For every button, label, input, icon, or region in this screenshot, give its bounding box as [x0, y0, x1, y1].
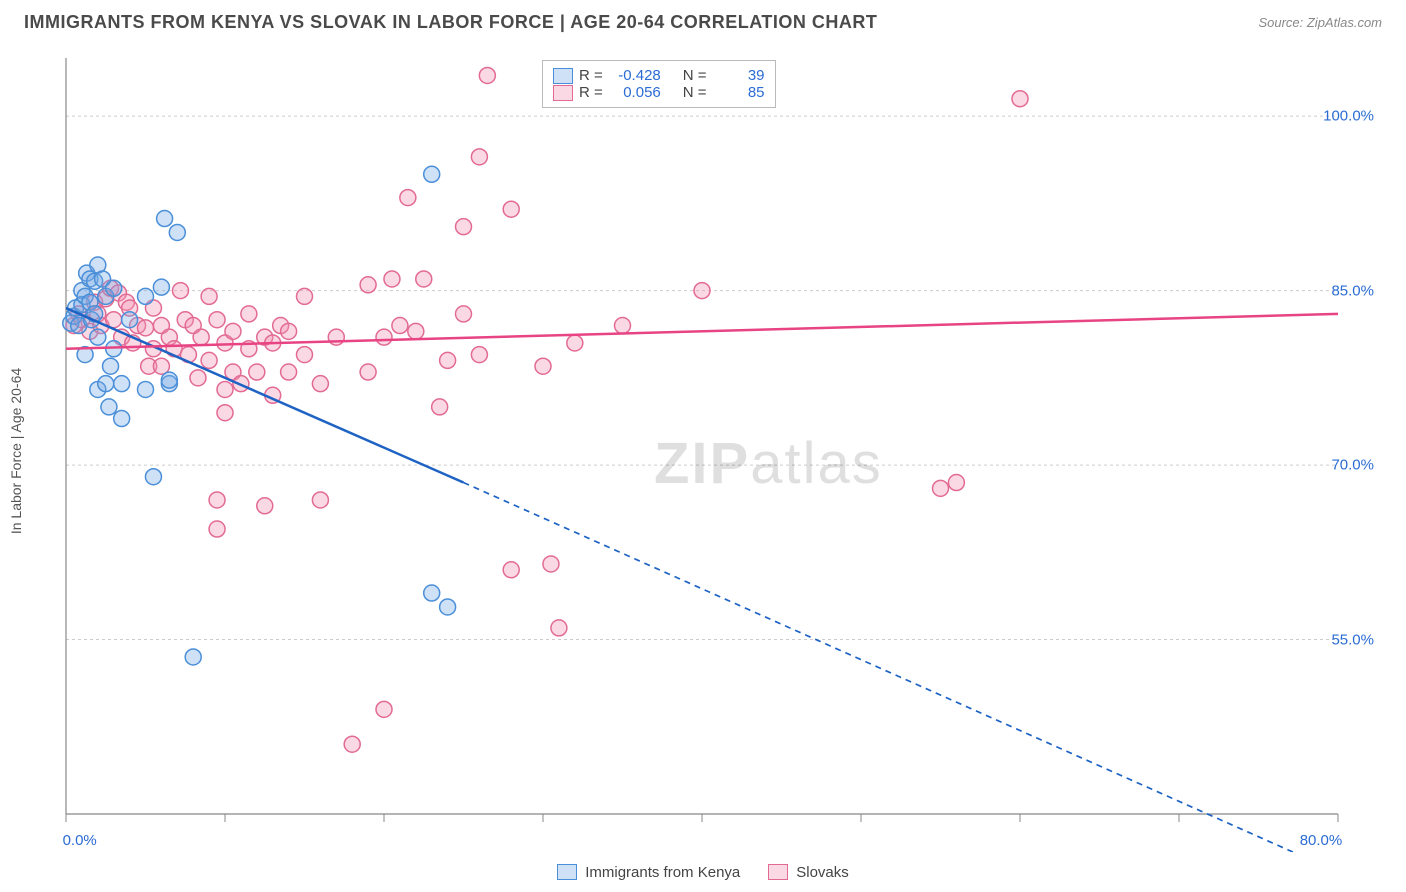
scatter-plot: [24, 50, 1382, 852]
x-tick-label: 80.0%: [1300, 832, 1343, 849]
chart-header: IMMIGRANTS FROM KENYA VS SLOVAK IN LABOR…: [0, 0, 1406, 43]
chart-source: Source: ZipAtlas.com: [1258, 15, 1382, 30]
legend-swatch: [557, 864, 577, 880]
y-tick-label: 70.0%: [1331, 457, 1374, 474]
y-axis-label: In Labor Force | Age 20-64: [8, 368, 24, 534]
legend-item: Immigrants from Kenya: [557, 864, 740, 881]
chart-area: In Labor Force | Age 20-64 ZIPatlas R = …: [24, 50, 1382, 852]
x-tick-label: 0.0%: [63, 832, 97, 849]
series-legend: Immigrants from Kenya Slovaks: [24, 864, 1382, 885]
y-tick-label: 55.0%: [1331, 631, 1374, 648]
y-tick-label: 85.0%: [1331, 282, 1374, 299]
legend-row: R = 0.056 N = 85: [553, 84, 765, 101]
correlation-legend: R = -0.428 N = 39 R = 0.056 N = 85: [542, 60, 776, 108]
legend-row: R = -0.428 N = 39: [553, 67, 765, 84]
chart-title: IMMIGRANTS FROM KENYA VS SLOVAK IN LABOR…: [24, 12, 877, 33]
y-tick-label: 100.0%: [1323, 108, 1374, 125]
legend-swatch: [553, 85, 573, 101]
legend-swatch: [768, 864, 788, 880]
legend-item: Slovaks: [768, 864, 849, 881]
legend-swatch: [553, 68, 573, 84]
